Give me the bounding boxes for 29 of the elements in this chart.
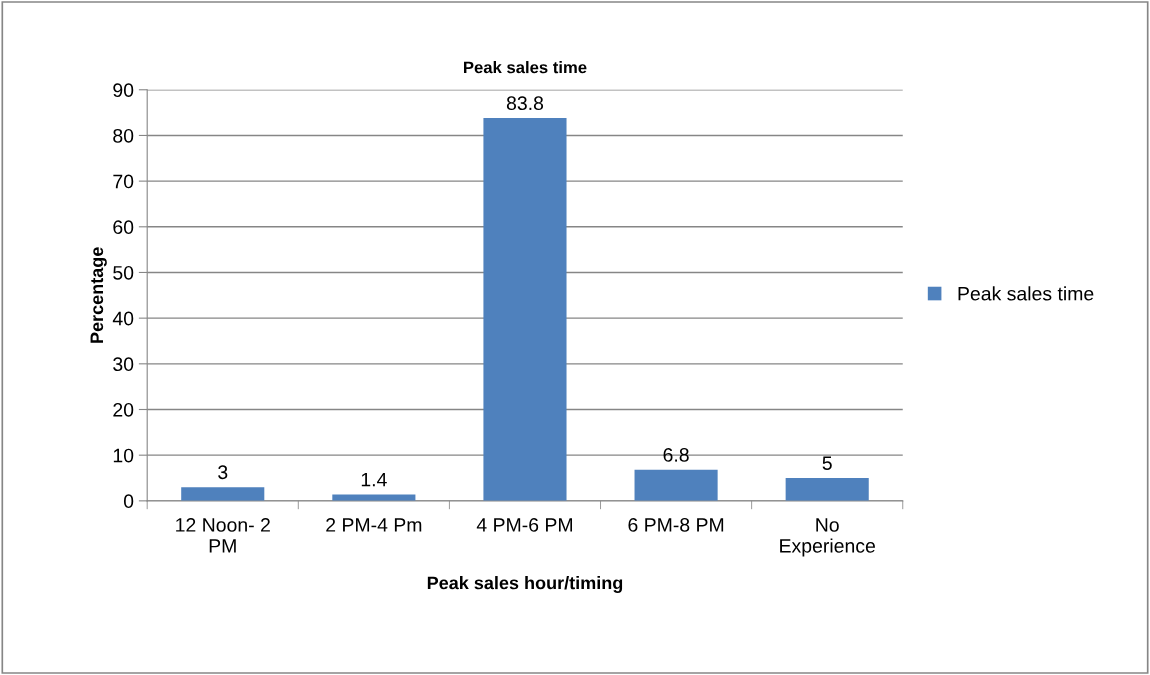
y-tick-label: 40 [112, 311, 134, 326]
y-tick-label: 20 [113, 402, 134, 417]
data-label: 83.8 [506, 96, 544, 111]
data-label: 5 [822, 456, 832, 470]
bar [785, 478, 869, 501]
y-tick-label: 10 [113, 448, 134, 463]
y-axis-title: Percentage [90, 247, 107, 343]
data-label: 6.8 [663, 448, 689, 462]
data-label: 1.4 [361, 472, 387, 487]
bar [181, 487, 265, 501]
y-tick-label: 30 [113, 357, 134, 372]
y-tick-label: 70 [113, 174, 134, 189]
x-tick-label: 12 Noon- 2 PM [176, 518, 270, 553]
x-tick-label: No Experience [780, 518, 875, 557]
x-tick-label: 2 PM-4 Pm [326, 518, 422, 532]
x-tick-label: 6 PM-8 PM [628, 518, 724, 532]
y-tick-label: 50 [113, 265, 134, 280]
bar [332, 494, 416, 501]
y-tick-label: 60 [113, 220, 134, 235]
bar [483, 118, 567, 501]
data-label: 3 [218, 465, 228, 480]
chart-title: Peak sales time [464, 61, 587, 74]
y-tick-label: 90 [113, 83, 134, 98]
bar [634, 469, 718, 501]
x-tick-label: 4 PM-6 PM [476, 518, 572, 532]
legend-label: Peak sales time [958, 286, 1094, 301]
y-tick-label: 0 [123, 494, 134, 509]
x-axis-title: Peak sales hour/timing [427, 576, 623, 593]
y-tick-label: 80 [113, 128, 134, 143]
